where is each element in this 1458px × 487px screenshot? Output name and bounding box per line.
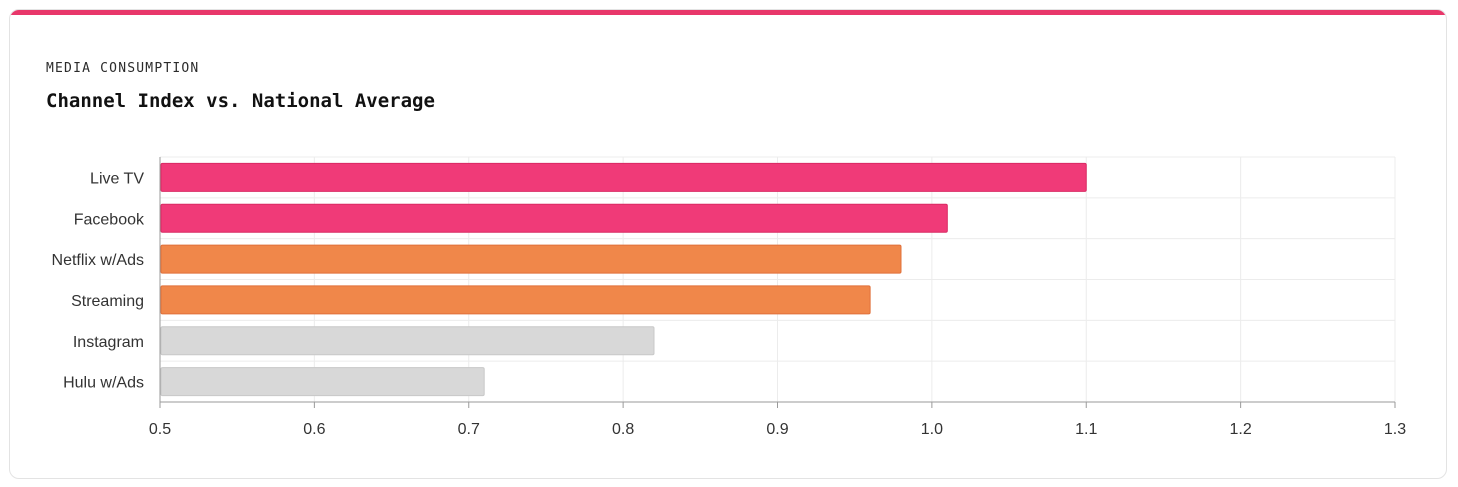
x-tick-label: 0.9 xyxy=(766,421,788,438)
chart-card: MEDIA CONSUMPTION Channel Index vs. Nati… xyxy=(9,9,1447,479)
category-label: Instagram xyxy=(73,334,144,351)
x-tick-label: 1.0 xyxy=(921,421,943,438)
bar xyxy=(160,285,871,315)
bar xyxy=(160,244,902,274)
bars xyxy=(160,162,1087,397)
bar xyxy=(160,367,485,397)
category-label: Facebook xyxy=(74,211,145,228)
x-tick-label: 0.7 xyxy=(458,421,480,438)
x-tick-label: 1.2 xyxy=(1230,421,1252,438)
x-tick-label: 0.5 xyxy=(149,421,171,438)
accent-bar xyxy=(10,10,1446,15)
grid-lines xyxy=(160,156,1396,402)
category-label: Streaming xyxy=(71,293,144,310)
category-labels: Live TV Facebook Netflix w/Ads Streaming Ins… xyxy=(52,170,145,391)
x-tick-label: 0.8 xyxy=(612,421,634,438)
bar xyxy=(160,326,655,356)
category-label: Netflix w/Ads xyxy=(52,252,144,269)
chart-title: Channel Index vs. National Average xyxy=(46,90,435,112)
bar xyxy=(160,162,1087,192)
x-tick-label: 1.3 xyxy=(1384,421,1406,438)
bar xyxy=(160,203,948,233)
x-tick-label: 0.6 xyxy=(303,421,325,438)
x-axis: 0.5 0.6 0.7 0.8 0.9 1.0 1.1 1.2 1.3 xyxy=(149,157,1406,438)
category-label: Live TV xyxy=(90,170,144,187)
category-label: Hulu w/Ads xyxy=(63,375,144,392)
x-tick-label: 1.1 xyxy=(1075,421,1097,438)
section-eyebrow: MEDIA CONSUMPTION xyxy=(46,61,200,76)
